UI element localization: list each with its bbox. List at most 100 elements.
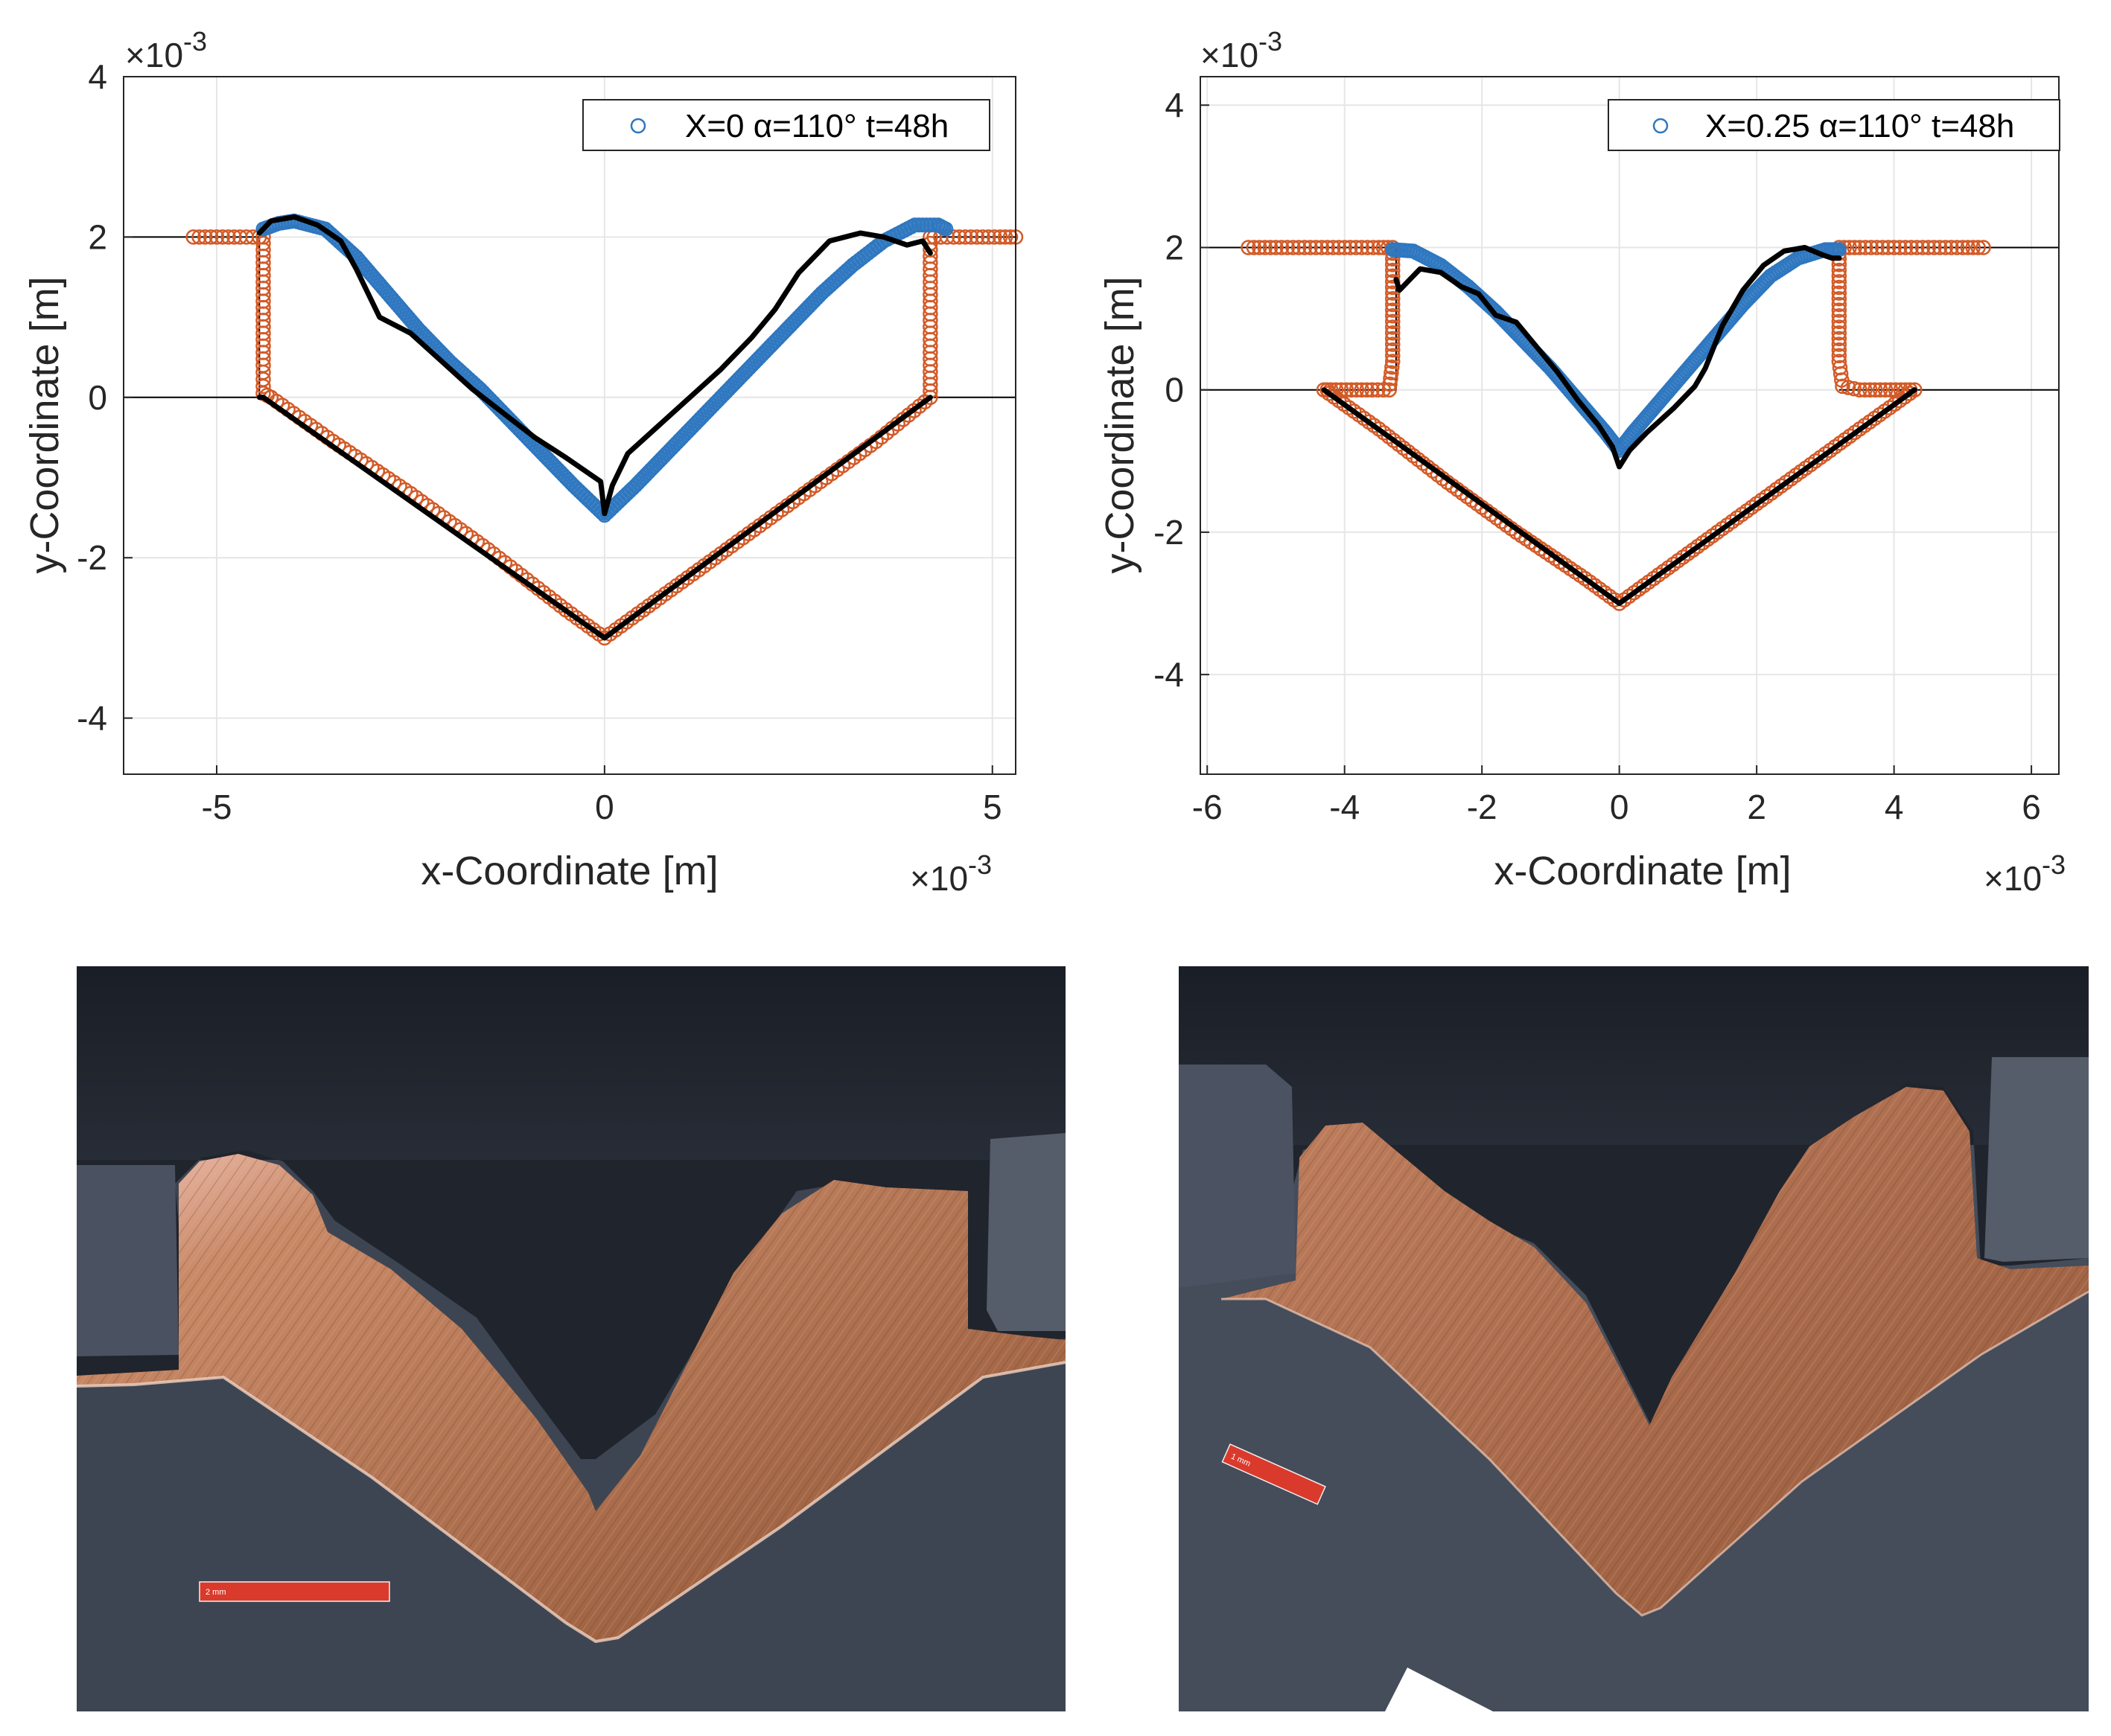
plot-frame xyxy=(123,76,1016,775)
simulated-point xyxy=(798,301,814,317)
boundary-point xyxy=(1920,240,1936,255)
boundary-point xyxy=(1385,302,1401,318)
simulated-point xyxy=(724,379,739,395)
boundary-point xyxy=(969,229,985,245)
boundary-point xyxy=(1960,240,1976,255)
simulated-point xyxy=(625,480,640,496)
boundary-point xyxy=(1246,240,1262,255)
boundary-point xyxy=(1872,382,1888,398)
x-exponent-power: -3 xyxy=(968,849,992,880)
simulated-point xyxy=(1615,438,1631,453)
legend-label: X=0 α=110° t=48h xyxy=(685,108,949,144)
boundary-point xyxy=(1882,382,1899,398)
boundary-point xyxy=(1385,331,1401,347)
y-exponent-label: ×10-3 xyxy=(125,26,207,74)
boundary-point xyxy=(1302,240,1318,255)
simulated-point xyxy=(721,382,736,398)
boundary-point xyxy=(1002,229,1019,245)
simulated-point xyxy=(731,371,747,386)
simulated-point xyxy=(836,265,852,281)
boundary-point xyxy=(1375,382,1392,398)
simulated-point xyxy=(728,374,744,389)
legend-marker xyxy=(630,118,646,134)
y-exponent-power: -3 xyxy=(183,26,207,57)
x-tick-label: 5 xyxy=(983,788,1002,826)
y-tick-label: -4 xyxy=(1153,655,1184,694)
x-exponent-base: ×10 xyxy=(910,859,968,898)
simulated-point xyxy=(719,384,734,400)
y-tick-label: -2 xyxy=(1153,513,1184,552)
boundary-point xyxy=(1273,240,1290,255)
scale-bar xyxy=(199,1581,390,1602)
simulated-point xyxy=(834,267,850,283)
simulated-point xyxy=(825,275,841,291)
boundary-point xyxy=(197,229,213,245)
simulated-point xyxy=(801,299,817,314)
boundary-point xyxy=(1376,425,1392,441)
boundary-point xyxy=(1903,240,1919,255)
simulated-point xyxy=(791,310,806,325)
simulated-point xyxy=(638,467,654,482)
simulated-point xyxy=(935,220,951,235)
simulated-point xyxy=(793,307,809,322)
scale-bar-label: 2 mm xyxy=(206,1588,226,1597)
simulated-point xyxy=(532,443,548,459)
boundary-point xyxy=(1343,240,1358,255)
boundary-point xyxy=(1831,274,1847,290)
simulated-point xyxy=(752,349,768,365)
boundary-point xyxy=(1371,421,1387,437)
boundary-point xyxy=(1892,240,1908,255)
boundary-point xyxy=(1383,371,1398,386)
simulated-point xyxy=(690,414,705,430)
simulated-point xyxy=(742,360,757,376)
simulated-point xyxy=(703,401,719,416)
legend-box xyxy=(1608,99,2060,151)
simulated-point xyxy=(538,448,553,464)
simulated-point xyxy=(760,342,775,357)
boundary-point xyxy=(958,229,973,245)
boundary-point xyxy=(1847,240,1862,255)
simulated-point xyxy=(654,451,669,467)
simulated-point xyxy=(820,280,835,296)
boundary-point xyxy=(1880,240,1897,255)
photo-dark-region xyxy=(77,966,1066,1160)
simulated-point xyxy=(408,319,424,334)
y-exponent-base: ×10 xyxy=(1200,36,1258,74)
simulated-point xyxy=(716,387,731,403)
legend: X=0.25 α=110° t=48h xyxy=(1608,99,2060,151)
boundary-point xyxy=(1354,240,1370,255)
boundary-point xyxy=(191,229,207,245)
simulated-point xyxy=(768,334,783,349)
clamp-block xyxy=(77,1165,179,1356)
simulated-point xyxy=(659,446,675,462)
simulated-point xyxy=(568,480,584,496)
x-tick-label: -5 xyxy=(202,788,232,826)
y-tick-label: 4 xyxy=(88,57,107,96)
boundary-point xyxy=(203,229,219,245)
simulated-point xyxy=(919,217,934,233)
simulated-point xyxy=(806,293,822,309)
tick-marks xyxy=(124,76,993,774)
copper-edge-highlight xyxy=(76,1361,1066,1644)
simulated-point xyxy=(611,494,626,510)
simulated-point xyxy=(643,462,659,477)
boundary-point xyxy=(1869,240,1885,255)
copper-texture xyxy=(1221,1087,2089,1615)
boundary-point xyxy=(1831,331,1847,347)
boundary-point xyxy=(1888,382,1904,398)
boundary-point xyxy=(1831,302,1847,318)
simulated-point xyxy=(580,491,596,507)
boundary-point xyxy=(1932,240,1948,255)
simulated-point xyxy=(542,453,558,469)
y-exponent-label: ×10-3 xyxy=(1200,26,1282,74)
y-exponent-base: ×10 xyxy=(125,36,183,74)
clamp-block xyxy=(1984,1057,2089,1262)
boundary-point xyxy=(1385,348,1401,364)
boundary-point xyxy=(1846,380,1862,397)
boundary-point xyxy=(1831,268,1847,284)
simulated-point xyxy=(574,486,590,502)
boundary-point xyxy=(1359,382,1375,398)
boundary-point xyxy=(1257,240,1273,255)
boundary-point xyxy=(185,229,202,245)
